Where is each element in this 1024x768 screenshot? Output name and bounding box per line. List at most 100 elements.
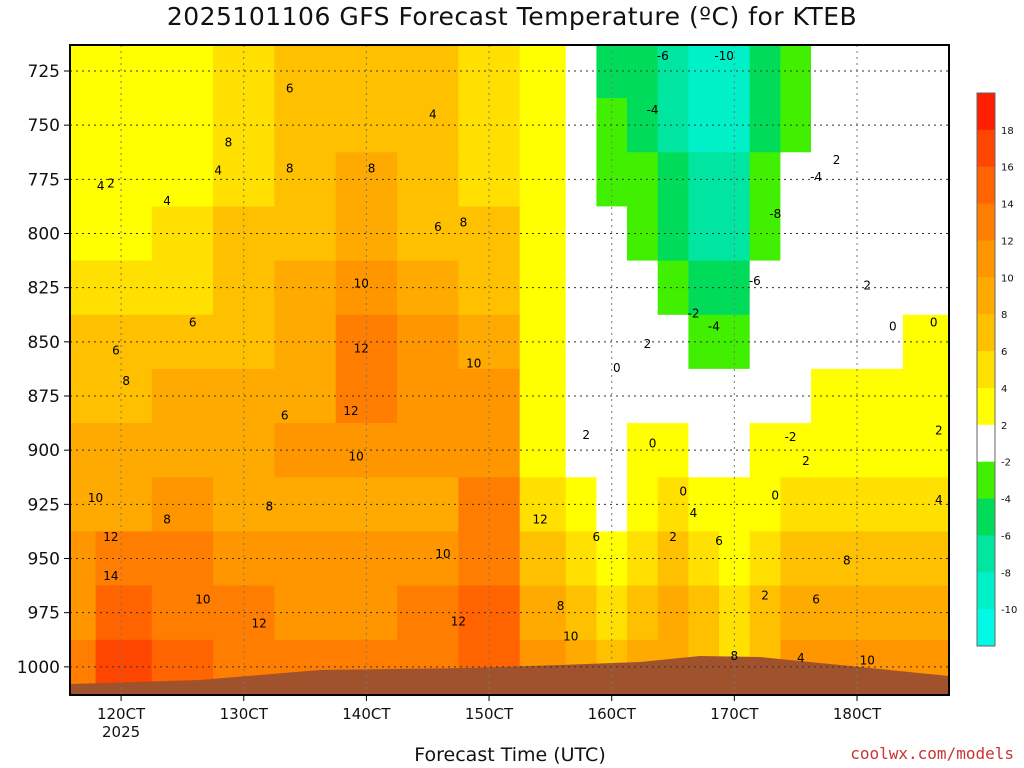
- contour-label: 0: [771, 489, 779, 503]
- contour-label: 2: [802, 454, 810, 468]
- contour-label: 2: [863, 279, 871, 293]
- y-tick-label: 875: [28, 387, 60, 407]
- grid-lines: [70, 45, 949, 695]
- contour-label: 6: [189, 315, 197, 329]
- temperature-cell: [719, 314, 751, 370]
- y-tick-label: 900: [28, 441, 60, 461]
- contour-label: 12: [251, 617, 266, 631]
- colorbar-label: 12: [1001, 236, 1014, 247]
- colorbar-label: 6: [1001, 347, 1007, 358]
- colorbar-label: -6: [1001, 531, 1011, 542]
- contour-label: 10: [354, 276, 369, 290]
- temperature-cell: [688, 531, 720, 587]
- temperature-cell: [841, 45, 873, 99]
- contour-label: 0: [613, 361, 621, 375]
- contour-label: 12: [343, 404, 358, 418]
- contour-label: 2: [669, 530, 677, 544]
- contour-label: 4: [429, 107, 437, 121]
- temperature-cell: [397, 45, 459, 99]
- x-tick-label: 150CT: [465, 705, 514, 723]
- contour-label: 0: [930, 315, 938, 329]
- plot-frame: [69, 44, 950, 696]
- contour-label: 6: [281, 409, 289, 423]
- temperature-cell: [719, 585, 751, 641]
- contour-label: -2: [785, 430, 797, 444]
- temperature-cell: [811, 45, 843, 99]
- contour-label: -10: [714, 49, 734, 63]
- colorbar-swatch: [977, 203, 995, 241]
- contour-label: 12: [354, 341, 369, 355]
- colorbar-label: 18: [1001, 126, 1014, 137]
- temperature-cell: [872, 45, 904, 99]
- colorbar-swatch: [977, 609, 995, 647]
- colorbar-swatch: [977, 93, 995, 131]
- temperature-cell: [519, 45, 567, 99]
- colorbar-label: -8: [1001, 568, 1011, 579]
- contour-label: 0: [889, 320, 897, 334]
- temperature-cell: [95, 45, 153, 99]
- contour-label: 4: [97, 179, 105, 193]
- temperature-cell: [719, 45, 751, 99]
- colorbar-label: 8: [1001, 310, 1007, 321]
- temperature-cell: [335, 45, 398, 99]
- contour-label: 10: [195, 593, 210, 607]
- colorbar-label: 10: [1001, 273, 1014, 284]
- contour-label: 6: [715, 534, 723, 548]
- contour-label: 2: [935, 424, 943, 438]
- y-tick-label: 950: [28, 550, 60, 570]
- contour-label: 8: [265, 500, 273, 514]
- contour-label: 4: [214, 164, 222, 178]
- x-tick-sublabel: 2025: [102, 723, 140, 741]
- contour-label: 4: [797, 651, 805, 665]
- credit-link[interactable]: coolwx.com/models: [850, 744, 1014, 763]
- colorbar: 18 16 14 12 10 8 6 4 2 -2 -4 -6 -8 -10: [976, 92, 1017, 647]
- temperature-cell: [780, 45, 812, 99]
- temperature-cell: [688, 98, 720, 153]
- temperature-cell: [657, 585, 689, 641]
- contour-label: 12: [533, 513, 548, 527]
- contour-label: 2: [644, 337, 652, 351]
- temperature-cell: [151, 45, 214, 99]
- temperature-cell: [719, 423, 751, 478]
- temperature-cell: [903, 45, 935, 99]
- colorbar-swatch: [977, 424, 995, 463]
- y-tick-label: 925: [28, 495, 60, 515]
- x-tick-label: 130CT: [220, 705, 269, 723]
- contour-label: 6: [112, 344, 120, 358]
- chart-title: 2025101106 GFS Forecast Temperature (ºC)…: [166, 2, 858, 31]
- temperature-cell: [657, 368, 689, 424]
- contour-label: -2: [687, 307, 699, 321]
- contour-label: -6: [749, 274, 761, 288]
- colorbar-label: 14: [1001, 200, 1014, 211]
- colorbar-swatch: [977, 461, 995, 500]
- temperature-cell: [719, 531, 751, 587]
- temperature-cell: [596, 45, 628, 99]
- contour-label: 2: [582, 428, 590, 442]
- colorbar-swatch: [977, 351, 995, 389]
- temperature-cell: [657, 206, 689, 262]
- temperature-cell: [657, 314, 689, 370]
- y-tick-label: 1000: [17, 658, 60, 678]
- contour-label: -6: [657, 49, 669, 63]
- terrain-ground: [70, 656, 949, 695]
- contour-label: 10: [563, 630, 578, 644]
- x-tick-label: 160CT: [588, 705, 637, 723]
- contour-label: 6: [286, 81, 294, 95]
- contour-label: 10: [88, 491, 103, 505]
- colorbar-swatch: [977, 572, 995, 610]
- x-tick-label: 140CT: [342, 705, 391, 723]
- x-tick-label: 170CT: [710, 705, 759, 723]
- temperature-cell: [933, 45, 949, 99]
- temperature-cell: [657, 423, 689, 478]
- contour-label: 10: [435, 547, 450, 561]
- contour-label: 8: [225, 136, 233, 150]
- temperature-cell: [688, 206, 720, 262]
- contour-label: 10: [349, 450, 364, 464]
- contour-label: -4: [647, 103, 659, 117]
- temperature-cell: [688, 260, 720, 316]
- contour-label: 12: [103, 530, 118, 544]
- temperature-cell: [213, 45, 275, 99]
- temperature-cell: [688, 45, 720, 99]
- temperature-cell: [274, 45, 337, 99]
